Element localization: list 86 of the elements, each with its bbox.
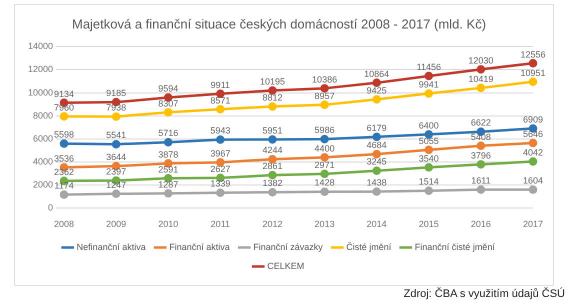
x-tick-label: 2011 [210, 219, 230, 230]
data-label: 2362 [54, 166, 74, 177]
data-label: 2971 [314, 160, 335, 170]
data-label: 1174 [54, 180, 74, 191]
data-label: 11456 [416, 62, 441, 72]
data-label: 8812 [262, 92, 282, 102]
data-label: 10195 [260, 76, 285, 87]
data-label: 2397 [106, 166, 126, 177]
x-tick-label: 2013 [314, 219, 335, 230]
data-label: 3796 [470, 150, 491, 160]
data-label: 5951 [262, 125, 282, 136]
chart-title: Majetková a finanční situace českých domácností 2008 - 2017 (mld. Kč) [72, 16, 486, 32]
data-label: 6179 [366, 122, 387, 133]
data-label: 8571 [210, 95, 230, 106]
data-label: 2591 [158, 164, 178, 174]
data-label: 10864 [364, 68, 390, 79]
data-label: 6909 [522, 114, 544, 124]
data-label: 1247 [106, 180, 126, 190]
data-label: 5716 [158, 128, 178, 138]
data-label: 1438 [366, 178, 387, 188]
data-label: 9941 [418, 79, 439, 90]
x-tick-label: 2010 [158, 219, 178, 230]
data-label: 3245 [366, 156, 387, 167]
y-tick-label: 0 [48, 202, 54, 213]
data-label: 5646 [522, 129, 544, 140]
y-tick-label: 14000 [28, 41, 54, 52]
data-label: 5943 [210, 126, 230, 136]
data-label: 1514 [418, 176, 439, 187]
y-tick-label: 10000 [28, 87, 54, 98]
legend-label: Čisté jmění [346, 242, 392, 252]
data-label: 9594 [158, 83, 178, 94]
legend-label: CELKEM [267, 260, 304, 271]
data-label: 9911 [210, 80, 230, 90]
x-tick-label: 2009 [106, 219, 126, 230]
data-label: 5598 [54, 130, 74, 140]
data-label: 7938 [106, 102, 126, 113]
data-label: 4400 [314, 143, 335, 154]
legend-label: Finanční čisté jmění [414, 242, 496, 252]
data-label: 3644 [106, 152, 126, 162]
legend-label: Finanční aktiva [169, 242, 230, 252]
data-label: 2861 [262, 161, 282, 172]
y-tick-label: 2000 [32, 180, 54, 190]
data-label: 4042 [522, 148, 544, 158]
data-label: 1287 [158, 179, 178, 190]
y-tick-label: 8000 [32, 110, 54, 120]
data-label: 4684 [366, 140, 387, 150]
data-label: 12556 [520, 49, 546, 60]
data-label: 1611 [471, 176, 491, 186]
data-label: 5541 [106, 130, 126, 140]
y-tick-label: 6000 [32, 133, 54, 144]
data-label: 9185 [106, 88, 126, 98]
y-tick-label: 12000 [28, 64, 54, 74]
data-label: 3536 [54, 153, 74, 164]
data-label: 8307 [158, 98, 178, 108]
data-label: 5055 [418, 136, 439, 146]
data-label: 6622 [470, 118, 491, 128]
x-tick-label: 2014 [366, 219, 387, 230]
data-label: 12030 [468, 55, 494, 66]
data-label: 4244 [262, 145, 282, 156]
data-label: 9134 [54, 88, 74, 99]
data-label: 5986 [314, 125, 335, 136]
x-tick-label: 2016 [470, 219, 491, 230]
data-label: 5408 [470, 132, 491, 142]
data-label: 10951 [520, 68, 546, 78]
data-label: 10419 [468, 74, 494, 84]
data-label: 6400 [418, 120, 439, 130]
x-tick-label: 2017 [522, 219, 544, 230]
x-tick-label: 2012 [262, 219, 282, 230]
data-label: 7960 [54, 102, 74, 112]
x-tick-label: 2015 [418, 219, 439, 230]
data-label: 9425 [366, 85, 387, 96]
data-label: 2627 [210, 164, 230, 174]
data-label: 1339 [210, 178, 230, 189]
legend-label: Finanční závazky [253, 242, 324, 252]
x-tick-label: 2008 [54, 219, 74, 230]
text: Zdroj: ČBA s využitím údajů ČSÚ [404, 288, 565, 300]
legend-label: Nefinanční aktiva [76, 242, 146, 252]
data-label: 3967 [210, 148, 230, 158]
data-label: 1428 [314, 178, 335, 188]
data-label: 1604 [522, 176, 544, 186]
data-label: 3540 [418, 153, 439, 164]
data-label: 8957 [314, 90, 335, 101]
data-label: 3878 [158, 149, 178, 160]
data-label: 10386 [312, 74, 338, 84]
y-tick-label: 4000 [32, 156, 54, 167]
data-label: 1382 [262, 178, 282, 188]
